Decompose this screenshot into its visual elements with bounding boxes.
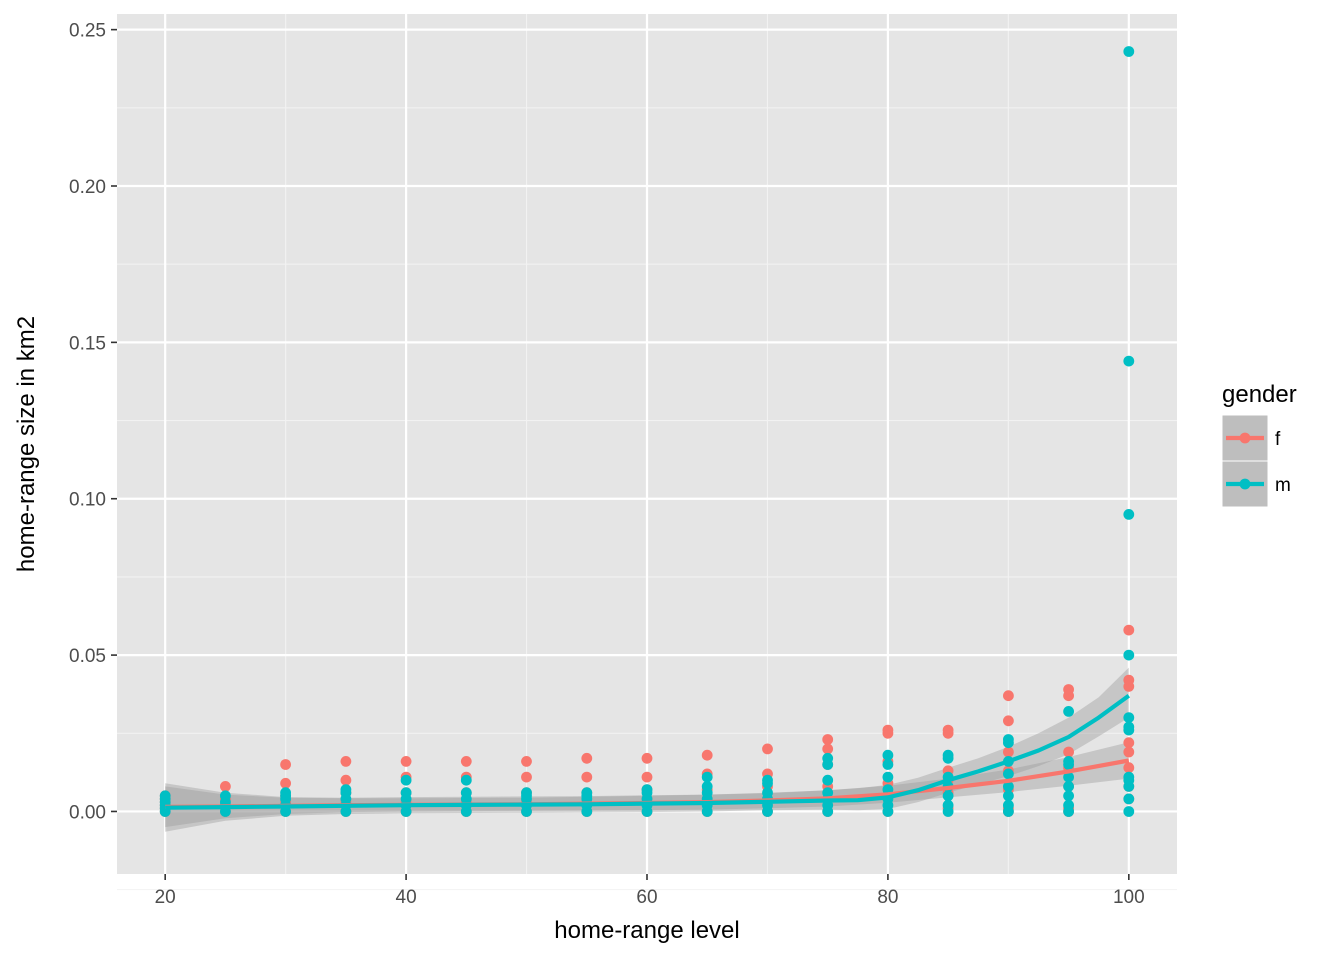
data-point-m <box>1063 771 1074 783</box>
y-axis-title: home-range size in km2 <box>13 316 40 572</box>
data-point-f <box>1123 674 1135 686</box>
data-point-f <box>882 724 894 736</box>
legend-label-m: m <box>1275 475 1291 496</box>
data-point-m <box>1123 793 1135 805</box>
data-point-f <box>1123 737 1135 749</box>
data-point-f <box>1123 746 1135 758</box>
data-point-m <box>460 774 472 786</box>
data-point-m <box>400 787 412 799</box>
data-point-m <box>1123 509 1135 520</box>
y-tick-label: 0.25 <box>69 21 106 42</box>
legend-point-m <box>1239 478 1251 490</box>
data-point-f <box>641 771 653 783</box>
data-point-m <box>641 784 653 795</box>
data-point-m <box>762 787 773 799</box>
data-point-m <box>1003 790 1014 802</box>
y-axis: 0.00 0.05 0.10 0.15 0.20 0.25 <box>69 21 117 823</box>
data-point-m <box>1003 734 1014 745</box>
smooth-line-m <box>165 694 1131 810</box>
data-point-f <box>280 759 291 770</box>
data-point-f <box>521 756 532 767</box>
data-point-m <box>1003 768 1014 780</box>
data-point-m <box>581 787 593 799</box>
data-point-f <box>1123 762 1135 774</box>
data-point-m <box>1123 46 1135 57</box>
data-point-f <box>942 724 954 736</box>
y-tick-label: 0.05 <box>69 646 106 667</box>
x-tick-label: 20 <box>155 887 176 908</box>
data-point-m <box>159 790 171 802</box>
data-point-m <box>280 787 291 799</box>
y-tick-label: 0.15 <box>69 333 106 354</box>
data-point-m <box>1123 771 1135 783</box>
x-tick-label: 60 <box>636 887 657 908</box>
data-point-f <box>701 749 713 761</box>
data-point-m <box>1063 756 1074 767</box>
legend-label-f: f <box>1275 429 1281 450</box>
data-point-m <box>882 771 894 783</box>
data-point-m <box>1123 721 1135 733</box>
data-point-m <box>1123 649 1135 661</box>
data-point-f <box>220 781 231 792</box>
y-tick-label: 0.20 <box>69 177 106 198</box>
x-tick-label: 40 <box>396 887 417 908</box>
data-point-f <box>1063 684 1074 695</box>
data-point-m <box>1003 799 1014 811</box>
data-point-f <box>1123 624 1135 636</box>
data-point-f <box>400 756 412 767</box>
data-point-m <box>822 787 834 799</box>
data-point-m <box>822 774 834 786</box>
data-point-m <box>822 752 834 764</box>
x-tick-label: 100 <box>1113 887 1145 908</box>
y-tick-label: 0.00 <box>69 802 106 823</box>
data-point-m <box>340 784 352 795</box>
data-point-f <box>1003 715 1014 727</box>
data-point-f <box>1003 746 1014 758</box>
legend-title: gender <box>1222 381 1297 408</box>
data-point-f <box>340 756 352 767</box>
data-point-f <box>581 752 593 764</box>
major-gridlines <box>117 14 1177 874</box>
x-axis: 20 40 60 80 100 <box>155 874 1145 908</box>
data-point-m <box>1123 355 1135 367</box>
data-point-m <box>1003 781 1014 792</box>
x-tick-label: 80 <box>877 887 898 908</box>
data-point-m <box>460 787 472 799</box>
y-tick-label: 0.10 <box>69 490 106 511</box>
data-point-f <box>822 743 834 755</box>
data-point-m <box>400 774 412 786</box>
data-point-m <box>882 759 894 770</box>
data-point-m <box>942 799 954 811</box>
data-point-m <box>762 774 773 786</box>
data-point-m <box>882 749 894 761</box>
data-point-f <box>641 752 653 764</box>
data-point-m <box>942 790 954 802</box>
data-point-f <box>762 743 773 755</box>
data-point-m <box>1063 799 1074 811</box>
data-point-m <box>1063 706 1074 717</box>
legend-point-f <box>1239 432 1251 444</box>
data-point-f <box>340 774 352 786</box>
data-point-m <box>1123 806 1135 817</box>
data-point-f <box>280 777 291 789</box>
data-point-f <box>460 756 472 767</box>
data-point-f <box>1063 746 1074 758</box>
data-point-m <box>1123 712 1135 723</box>
data-point-f <box>822 734 834 745</box>
data-point-m <box>1063 781 1074 792</box>
data-point-f <box>521 771 532 783</box>
data-point-m <box>1063 790 1074 802</box>
data-point-m <box>220 790 231 802</box>
data-point-m <box>701 771 713 783</box>
data-point-m <box>521 787 532 799</box>
x-axis-title: home-range level <box>554 917 739 944</box>
data-point-f <box>1003 690 1014 702</box>
data-point-f <box>581 771 593 783</box>
data-point-m <box>942 749 954 761</box>
smooth-lines <box>165 694 1131 810</box>
data-point-m <box>701 781 713 792</box>
legend: gender f m <box>1221 381 1297 508</box>
